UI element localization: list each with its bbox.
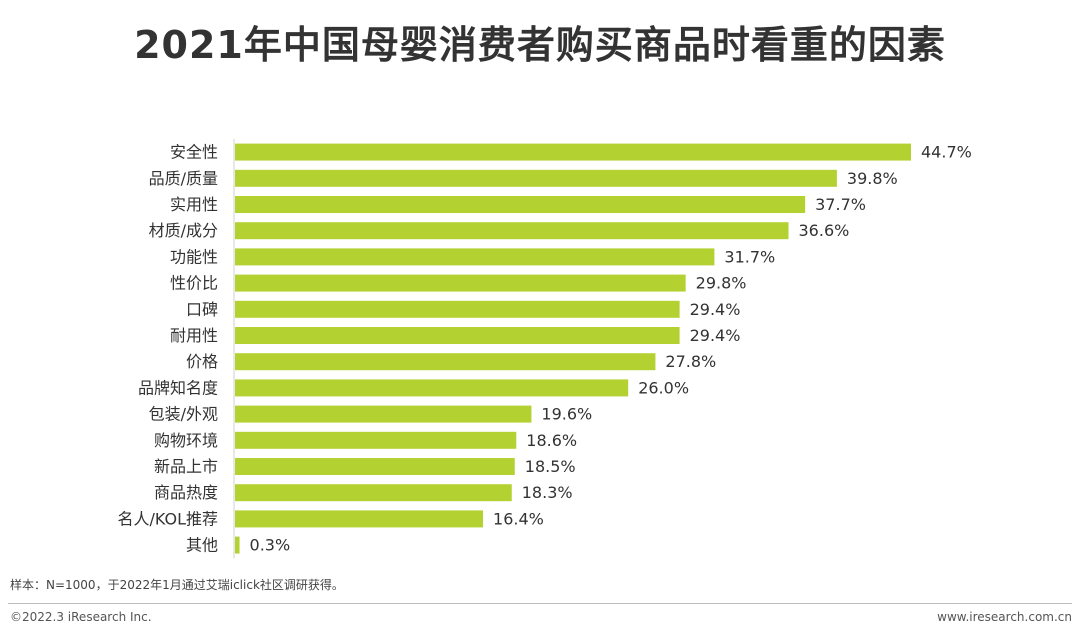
bar (235, 458, 515, 475)
category-label: 新品上市 (154, 457, 218, 476)
chart-title: 2021年中国母婴消费者购买商品时看重的因素 (134, 23, 946, 67)
bar (235, 196, 806, 213)
bar (235, 353, 656, 371)
category-label: 安全性 (170, 143, 218, 162)
value-label: 29.4% (690, 300, 741, 319)
bar (235, 274, 686, 292)
value-label: 0.3% (250, 536, 291, 555)
value-label: 16.4% (493, 509, 544, 528)
category-label: 其他 (186, 536, 218, 555)
category-label: 品牌知名度 (138, 378, 218, 397)
footer-divider (8, 603, 1072, 604)
sample-note: 样本：N=1000，于2022年1月通过艾瑞iclick社区调研获得。 (10, 578, 344, 592)
category-label: 功能性 (170, 247, 218, 266)
value-label: 29.8% (696, 274, 747, 293)
value-label: 26.0% (638, 378, 689, 397)
bar (235, 300, 680, 318)
bar (235, 405, 532, 423)
bar (235, 327, 680, 344)
value-label: 18.5% (525, 457, 576, 476)
value-label: 27.8% (665, 352, 716, 371)
value-label: 44.7% (921, 143, 972, 162)
bar (235, 222, 789, 240)
value-label: 31.7% (724, 247, 775, 266)
bar (235, 431, 517, 449)
category-label: 商品热度 (154, 483, 218, 502)
bar-chart: 安全性 44.7% 品质/质量 39.8% 实用性 37.7% 材质/成分 36.6% 功能性 3… (117, 139, 972, 559)
category-label: 实用性 (170, 195, 218, 214)
value-label: 37.7% (815, 195, 866, 214)
value-label: 39.8% (847, 169, 898, 188)
value-label: 18.3% (522, 483, 573, 502)
category-label: 口碑 (186, 300, 218, 319)
category-label: 耐用性 (170, 326, 218, 345)
bar (235, 248, 715, 266)
bar (235, 169, 837, 187)
bar (235, 484, 512, 502)
bar (235, 143, 911, 161)
bar (235, 510, 484, 528)
category-label: 名人/KOL推荐 (117, 509, 218, 528)
category-label: 价格 (186, 352, 218, 371)
category-label: 品质/质量 (149, 169, 218, 188)
category-label: 性价比 (170, 274, 218, 293)
bar (235, 536, 240, 554)
value-label: 18.6% (526, 431, 577, 450)
bar (235, 379, 629, 397)
category-label: 包装/外观 (149, 405, 218, 424)
copyright-text: ©2022.3 iResearch Inc. (10, 610, 152, 624)
category-label: 购物环境 (154, 431, 218, 450)
category-label: 材质/成分 (149, 221, 218, 240)
value-label: 36.6% (799, 221, 850, 240)
value-label: 29.4% (690, 326, 741, 345)
value-label: 19.6% (541, 405, 592, 424)
website-url: www.iresearch.com.cn (937, 610, 1072, 624)
